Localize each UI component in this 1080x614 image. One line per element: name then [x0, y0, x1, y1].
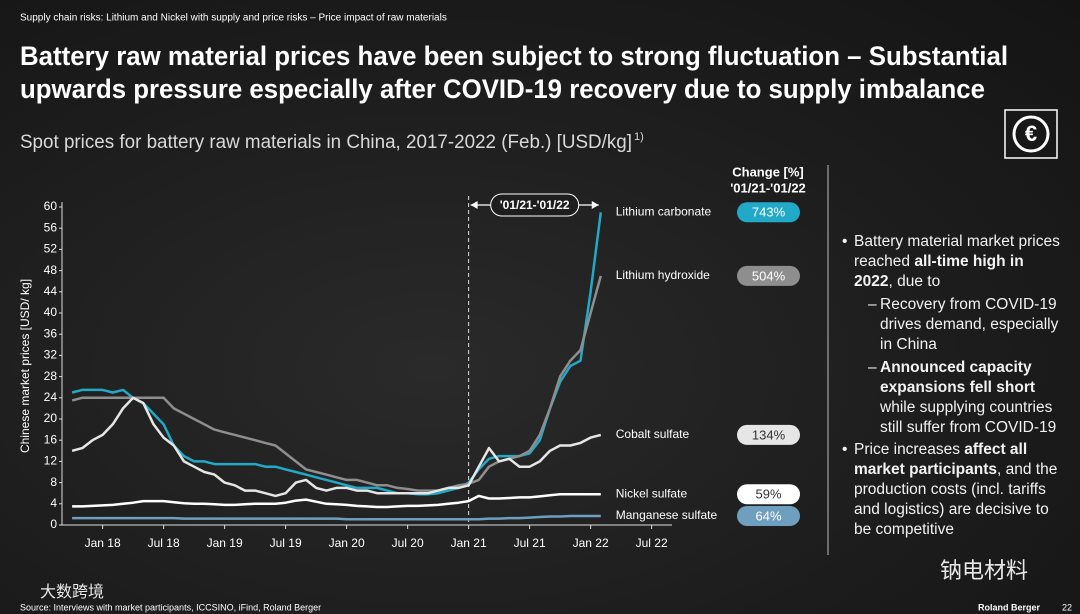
title-line: upwards pressure especially after COVID-… — [20, 74, 985, 104]
series-label: Lithium hydroxide — [616, 268, 710, 282]
series-line — [71, 275, 603, 492]
note-text: all-time high in 2022 — [854, 253, 1024, 290]
subtitle-note: 1) — [634, 131, 644, 143]
y-tick-label: 56 — [44, 220, 58, 234]
series-line — [71, 212, 603, 496]
y-tick-label: 36 — [44, 326, 58, 340]
sub-bullet: Recovery from COVID-19 drives demand, es… — [854, 295, 1065, 355]
change-label: 504% — [752, 268, 786, 283]
change-header: '01/21-'01/22 — [730, 180, 806, 195]
change-pill — [737, 265, 800, 286]
note-text: Announced capacity expansions fell short — [880, 359, 1036, 396]
note-text: , and the production costs (incl. tariff… — [854, 461, 1058, 538]
y-tick-label: 16 — [44, 432, 58, 446]
change-label: 134% — [752, 427, 786, 442]
breadcrumb: Supply chain risks: Lithium and Nickel w… — [20, 13, 447, 24]
watermark: 钠电材料 — [940, 558, 1029, 583]
y-tick-label: 48 — [44, 263, 58, 277]
icon-frame — [1004, 109, 1058, 159]
y-tick-label: 8 — [50, 475, 57, 489]
icon-circle — [1012, 115, 1050, 153]
change-label: 64% — [755, 508, 781, 523]
series-label: Nickel sulfate — [616, 486, 688, 500]
x-tick-label: Jul 21 — [514, 536, 546, 550]
y-tick-label: 60 — [44, 199, 58, 213]
sub-bullet: Announced capacity expansions fell short… — [854, 358, 1065, 438]
change-pill — [737, 202, 800, 223]
note-text: affect all market participants — [854, 441, 1028, 478]
note-text: , due to — [888, 273, 941, 290]
change-header: Change [%] — [732, 164, 804, 179]
icon-symbol: € — [1025, 121, 1037, 146]
y-tick-label: 0 — [50, 517, 57, 531]
change-pill — [737, 424, 800, 445]
x-tick-label: Jan 21 — [451, 536, 487, 550]
watermark: 大数跨境 — [40, 584, 105, 601]
x-tick-label: Jan 18 — [85, 536, 121, 550]
x-tick-label: Jul 22 — [636, 536, 668, 550]
series-label: Cobalt sulfate — [616, 427, 690, 441]
page-number: 22 — [1062, 602, 1072, 612]
x-tick-label: Jul 20 — [392, 536, 424, 550]
y-tick-label: 24 — [44, 390, 58, 404]
series-label: Manganese sulfate — [616, 508, 718, 522]
note-text: while supplying countries still suffer f… — [880, 399, 1057, 436]
note-text: Recovery from COVID-19 drives demand, es… — [880, 296, 1059, 353]
series-line — [72, 493, 601, 509]
y-tick-label: 32 — [44, 348, 58, 362]
change-pill — [737, 505, 800, 526]
series-line — [71, 396, 602, 498]
title-line: Battery raw material prices have been su… — [20, 41, 1008, 71]
y-tick-label: 4 — [50, 496, 57, 510]
change-label: 743% — [752, 205, 786, 220]
y-axis-label: Chinese market prices [USD/ kg] — [18, 279, 32, 453]
period-label-box — [490, 193, 580, 217]
note-text: Battery material market prices reached — [854, 233, 1060, 270]
y-tick-label: 12 — [44, 454, 58, 468]
period-label: '01/21-'01/22 — [500, 198, 570, 212]
x-tick-label: Jan 20 — [329, 536, 365, 550]
change-label: 59% — [755, 487, 781, 502]
y-tick-label: 28 — [44, 369, 58, 383]
y-tick-label: 40 — [44, 305, 58, 319]
bullet: Battery material market prices reached a… — [840, 232, 1065, 438]
bullet: Price increases affect all market partic… — [840, 440, 1065, 540]
note-text: Price increases — [854, 441, 965, 458]
x-tick-label: Jul 18 — [148, 536, 180, 550]
brand: Roland Berger — [978, 602, 1041, 612]
y-tick-label: 52 — [44, 242, 58, 256]
subtitle: Spot prices for battery raw materials in… — [20, 132, 632, 153]
x-tick-label: Jan 22 — [573, 536, 609, 550]
x-tick-label: Jul 19 — [270, 536, 302, 550]
source: Source: Interviews with market participa… — [20, 602, 321, 612]
y-tick-label: 20 — [44, 411, 58, 425]
notes: Battery material market prices reached a… — [840, 232, 1065, 542]
x-tick-label: Jan 19 — [207, 536, 243, 550]
change-pill — [737, 484, 800, 505]
y-tick-label: 44 — [44, 284, 58, 298]
series-line — [72, 514, 601, 521]
series-label: Lithium carbonate — [616, 204, 712, 218]
